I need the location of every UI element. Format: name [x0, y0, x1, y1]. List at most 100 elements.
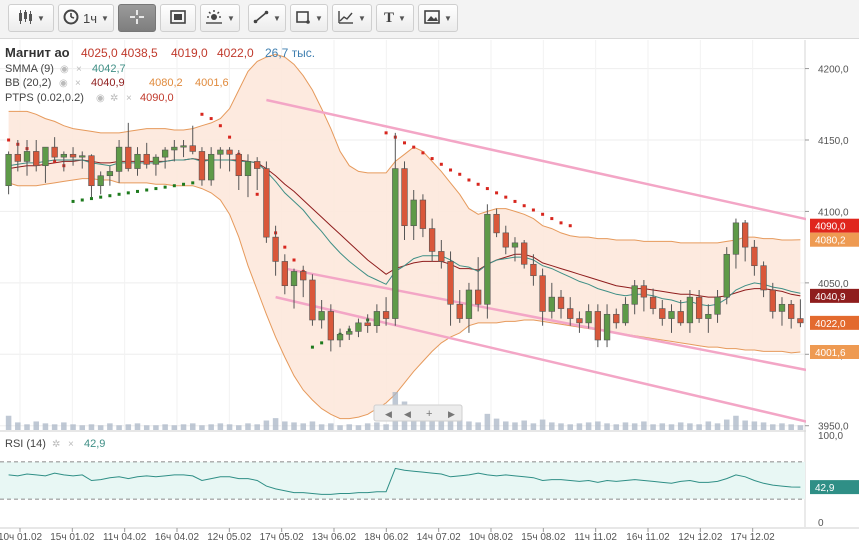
line-tool-icon [253, 10, 269, 27]
volume-bar [420, 416, 426, 430]
price-axis[interactable]: 4200,04150,04100,04050,04000,03950,04090… [805, 40, 859, 527]
sar-dot [283, 245, 287, 249]
text-tool-button[interactable]: T ▼ [376, 4, 414, 32]
scroll-back-icon[interactable]: ◀ [404, 409, 411, 419]
fibonacci-tool-button[interactable]: ▼ [332, 4, 372, 32]
volume-bar [217, 423, 224, 430]
ptps-controls[interactable]: ◉ ✲ × [96, 93, 132, 104]
scroll-left-icon[interactable]: ◀ [385, 409, 392, 419]
scroll-control[interactable]: ◀ ◀ + ▶ [373, 404, 463, 422]
chevron-down-icon: ▼ [37, 13, 45, 23]
close-icon[interactable]: × [75, 78, 81, 89]
chart-toolbar: ▼ 1ч ▼ ▼ ▼ ▼ ▼ T ▼ [0, 0, 859, 39]
volume-bar [263, 420, 270, 430]
candle-body [300, 271, 307, 281]
close-icon[interactable]: × [126, 93, 132, 104]
sar-dot [403, 141, 406, 145]
candle-body [576, 318, 583, 324]
volume-bar [788, 424, 794, 430]
candle-body [125, 146, 132, 169]
rsi-label: RSI (14) [5, 438, 46, 450]
time-axis-label: 18ч 06.02 [364, 532, 409, 543]
volume-bar [355, 425, 362, 430]
candle-body [373, 311, 381, 327]
image-icon [424, 9, 440, 27]
volume-bar [328, 423, 334, 430]
indicators-icon [205, 9, 223, 27]
candle-body [714, 296, 721, 315]
time-axis-label: 13ч 06.02 [312, 532, 357, 543]
sar-dot [476, 182, 480, 186]
eye-icon[interactable]: ◉ [59, 78, 68, 89]
sar-dot [421, 151, 425, 155]
scroll-right-icon[interactable]: ▶ [448, 409, 455, 419]
volume-bar [677, 422, 684, 430]
time-axis[interactable]: 10ч 01.02 15ч 01.02 11ч 04.02 16ч 04.02 12ч … [0, 528, 775, 543]
rsi-axis-bottom: 0 [818, 518, 824, 529]
eye-icon[interactable]: ◉ [96, 93, 105, 104]
gear-icon[interactable]: ✲ [110, 93, 118, 104]
volume-bar [779, 423, 785, 430]
time-axis-label: 15ч 08.02 [521, 532, 566, 543]
bb-controls[interactable]: ◉ × [59, 78, 81, 89]
candle-body [180, 145, 187, 148]
trend-line[interactable] [266, 98, 837, 227]
sar-dot [89, 197, 93, 201]
candle-body [290, 271, 298, 287]
volume-bar [530, 423, 537, 430]
rsi-band-fill [0, 461, 805, 500]
sar-dot [136, 189, 139, 193]
close-icon[interactable]: × [76, 64, 82, 75]
price-tag: 4080,2 [815, 236, 846, 247]
chart-type-button[interactable]: ▼ [8, 4, 54, 32]
eye-icon[interactable]: ◉ [60, 64, 69, 75]
volume-bar [613, 424, 620, 430]
candle-body [438, 251, 445, 262]
price-tick-label: 4200,0 [818, 65, 849, 76]
candle-body [567, 308, 574, 319]
volume-bar [595, 421, 601, 430]
candle-body [106, 171, 114, 177]
volume-bar [687, 423, 693, 430]
volume-bar [484, 413, 491, 430]
candle-body [649, 296, 657, 309]
clock-icon [63, 9, 79, 28]
chevron-down-icon: ▼ [398, 13, 406, 23]
time-axis-label: 16ч 04.02 [155, 532, 200, 543]
time-axis-label: 17ч 12.02 [731, 532, 776, 543]
rsi-controls[interactable]: ✲ × [52, 439, 74, 450]
trend-line[interactable] [284, 267, 837, 377]
candle-body [493, 213, 500, 234]
candle-body [33, 151, 40, 167]
chart-settings-button[interactable] [160, 4, 196, 32]
price-tag-background [810, 218, 859, 233]
zoom-in-icon[interactable]: + [426, 408, 432, 420]
volume-bar [236, 425, 242, 430]
volume-bar [24, 424, 30, 430]
sar-dot [439, 162, 443, 166]
volume-bar [567, 424, 573, 430]
draw-line-button[interactable]: ▼ [248, 4, 286, 32]
candle-body [60, 153, 67, 158]
price-tag-background [810, 345, 859, 359]
candlestick-icon [17, 9, 33, 27]
snapshot-button[interactable]: ▼ [418, 4, 458, 32]
volume-bar [797, 425, 804, 430]
chevron-down-icon: ▼ [273, 13, 281, 23]
gear-icon[interactable]: ✲ [52, 439, 60, 450]
volume-bar [512, 422, 518, 430]
sar-dot [458, 172, 462, 176]
rsi-value: 42,9 [84, 438, 105, 450]
close-icon[interactable]: × [68, 439, 74, 450]
interval-button[interactable]: 1ч ▼ [58, 4, 114, 32]
crosshair-button[interactable] [118, 4, 156, 32]
volume-bar [631, 423, 638, 430]
sar-dot [145, 188, 149, 192]
volume-bar [5, 415, 12, 430]
volume-bar [15, 422, 21, 430]
indicators-button[interactable]: ▼ [200, 4, 240, 32]
sar-dot [218, 124, 222, 128]
smma-controls[interactable]: ◉ × [60, 64, 82, 75]
draw-shape-button[interactable]: ▼ [290, 4, 328, 32]
